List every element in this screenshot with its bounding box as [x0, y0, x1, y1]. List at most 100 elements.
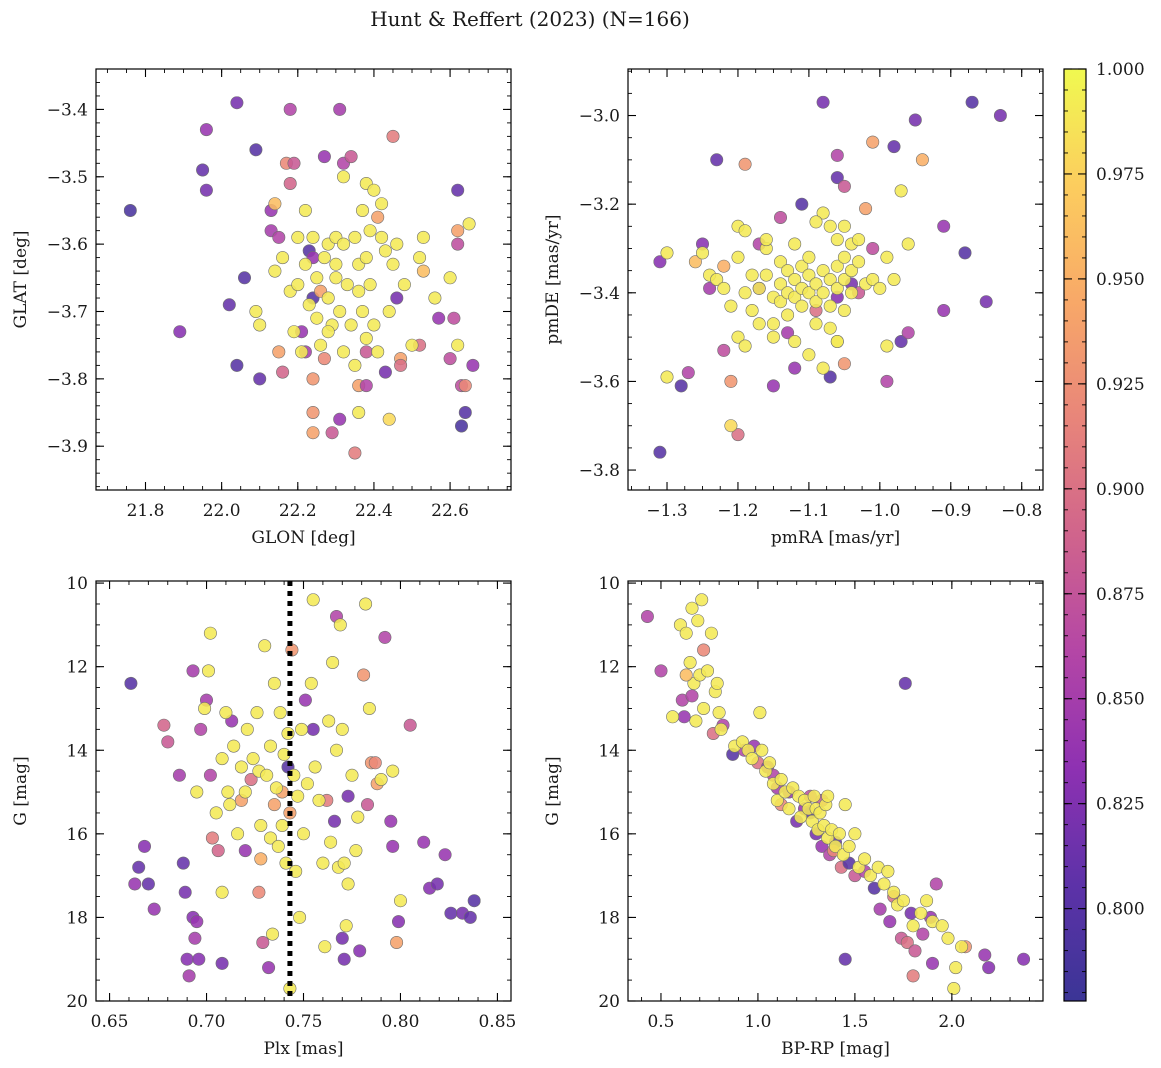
- data-point: [867, 273, 879, 285]
- x-tick-label: −1.1: [788, 501, 829, 521]
- data-point: [295, 723, 307, 735]
- colorbar-tick-label: 0.825: [1096, 795, 1145, 815]
- data-point: [655, 665, 667, 677]
- data-point: [238, 272, 250, 284]
- data-point: [266, 928, 278, 940]
- data-point: [711, 677, 723, 689]
- data-point: [391, 238, 403, 250]
- data-point: [926, 957, 938, 969]
- data-point: [361, 798, 373, 810]
- data-point: [259, 640, 271, 652]
- data-point: [350, 844, 362, 856]
- y-tick-label: −3.8: [47, 370, 88, 390]
- data-point: [901, 936, 913, 948]
- data-point: [746, 752, 758, 764]
- data-point: [330, 258, 342, 270]
- data-point: [746, 269, 758, 281]
- data-point: [191, 786, 203, 798]
- data-point: [346, 769, 358, 781]
- data-point: [379, 366, 391, 378]
- data-point: [216, 752, 228, 764]
- x-tick-label: 21.8: [127, 501, 165, 521]
- data-point: [715, 723, 727, 735]
- data-point: [781, 309, 793, 321]
- data-point: [341, 278, 353, 290]
- y-axis-label: GLAT [deg]: [11, 230, 31, 328]
- data-point: [938, 220, 950, 232]
- y-tick-label: 18: [66, 908, 88, 928]
- data-point: [682, 366, 694, 378]
- y-tick-label: 12: [66, 658, 88, 678]
- data-point: [464, 911, 476, 923]
- data-point: [833, 828, 845, 840]
- data-point: [383, 305, 395, 317]
- data-point: [307, 723, 319, 735]
- data-point: [452, 339, 464, 351]
- data-point: [364, 225, 376, 237]
- data-point: [767, 331, 779, 343]
- x-tick-label: 22.4: [355, 501, 393, 521]
- data-point: [463, 218, 475, 230]
- data-point: [686, 602, 698, 614]
- data-point: [360, 332, 372, 344]
- data-point: [774, 256, 786, 268]
- data-point: [838, 251, 850, 263]
- data-point: [838, 273, 850, 285]
- data-point: [337, 346, 349, 358]
- data-point: [200, 123, 212, 135]
- data-point: [697, 702, 709, 714]
- data-point: [251, 706, 263, 718]
- data-point: [452, 238, 464, 250]
- data-point: [822, 790, 834, 802]
- data-point: [272, 840, 284, 852]
- y-tick-label: 12: [598, 658, 620, 678]
- axes-frame: [95, 580, 512, 1002]
- x-tick-label: −1.0: [859, 501, 900, 521]
- data-point: [360, 346, 372, 358]
- data-point: [342, 790, 354, 802]
- data-point: [808, 790, 820, 802]
- data-point: [297, 828, 309, 840]
- data-point: [276, 366, 288, 378]
- data-point: [433, 312, 445, 324]
- data-point: [307, 594, 319, 606]
- data-point: [852, 233, 864, 245]
- data-point: [212, 844, 224, 856]
- data-point: [696, 247, 708, 259]
- data-point: [888, 273, 900, 285]
- data-point: [394, 359, 406, 371]
- data-point: [979, 949, 991, 961]
- data-point: [909, 114, 921, 126]
- data-point: [322, 326, 334, 338]
- data-point: [417, 231, 429, 243]
- data-point: [774, 211, 786, 223]
- data-point: [959, 247, 971, 259]
- data-point: [319, 941, 331, 953]
- data-point: [138, 840, 150, 852]
- data-point: [334, 619, 346, 631]
- x-tick-label: 0.75: [285, 1012, 323, 1032]
- data-point: [824, 371, 836, 383]
- x-tick-label: 0.80: [382, 1012, 420, 1032]
- x-tick-label: 22.2: [279, 501, 317, 521]
- data-point: [372, 211, 384, 223]
- colorbar-tick-label: 0.950: [1096, 270, 1145, 290]
- y-tick-label: 16: [598, 825, 620, 845]
- data-point: [313, 794, 325, 806]
- data-point: [191, 915, 203, 927]
- data-point: [895, 335, 907, 347]
- data-point: [803, 349, 815, 361]
- data-point: [261, 769, 273, 781]
- data-point: [196, 164, 208, 176]
- data-point: [845, 264, 857, 276]
- colorbar-tick-label: 1.000: [1096, 60, 1145, 80]
- data-point: [794, 811, 806, 823]
- data-point: [867, 242, 879, 254]
- axes-frame: [627, 68, 1044, 491]
- data-point: [803, 251, 815, 263]
- data-point: [254, 373, 266, 385]
- data-point: [195, 723, 207, 735]
- data-point: [133, 861, 145, 873]
- data-point: [774, 296, 786, 308]
- x-tick-label: 22.6: [431, 501, 469, 521]
